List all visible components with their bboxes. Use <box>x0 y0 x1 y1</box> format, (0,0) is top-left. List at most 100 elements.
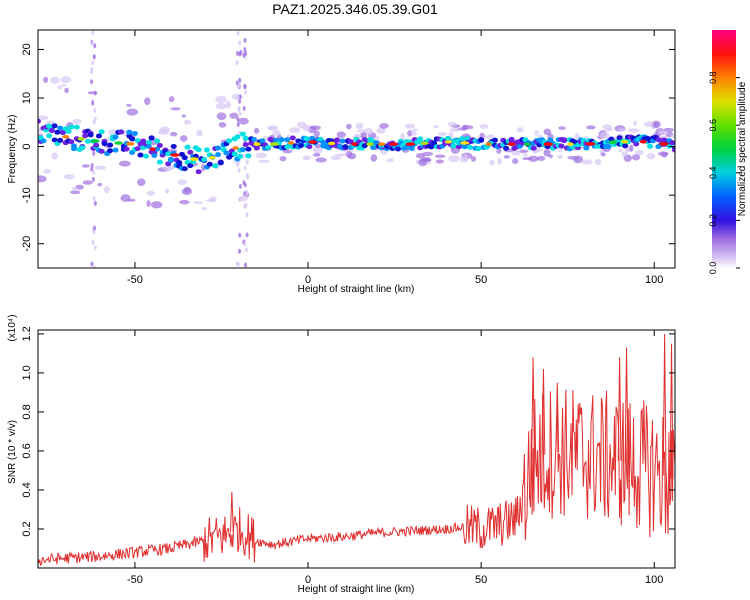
spectrogram-halo-mark <box>43 76 49 83</box>
spectrogram-frame <box>37 29 676 269</box>
spectrogram-band-mark <box>181 155 188 161</box>
spectrogram-band-mark <box>181 166 188 172</box>
spectrogram-band-mark <box>289 135 296 141</box>
spectrogram-streak-mark <box>245 172 249 178</box>
spectrogram-peak-mark <box>585 141 596 146</box>
spectrogram-halo-mark <box>183 186 191 193</box>
x-tick-label: 0 <box>305 274 311 286</box>
spectrogram-halo-mark <box>479 123 489 129</box>
spectrogram-band-mark <box>151 153 158 159</box>
spectrogram-streak-mark <box>244 247 248 253</box>
spectrogram-streak-mark <box>90 162 94 168</box>
spectrogram-halo-mark <box>599 131 610 140</box>
spectrogram-band-mark <box>342 144 349 150</box>
spectrogram-halo-mark <box>574 133 580 140</box>
spectrogram-band-mark <box>156 142 163 148</box>
spectrogram-band-mark <box>253 145 260 151</box>
colorbar-tick-label: 0.8 <box>708 71 718 84</box>
spectrogram-halo-mark <box>177 179 187 186</box>
spectrogram-streak-mark <box>237 84 241 90</box>
spectrogram-streak-mark <box>243 83 247 89</box>
spectrogram-halo-mark <box>386 158 394 163</box>
spectrogram-halo-mark <box>168 96 175 103</box>
spectrogram-band-mark <box>431 140 438 146</box>
spectrogram-halo-mark <box>511 149 521 156</box>
spectrogram-halo-mark <box>516 127 524 133</box>
spectrogram-streak-mark <box>236 121 240 127</box>
spectrogram-band-mark <box>129 136 136 142</box>
spectrogram-band-mark <box>170 143 177 149</box>
spectrogram-halo-mark <box>646 153 656 160</box>
spectrogram-halo-mark <box>315 157 327 163</box>
spectrogram-halo-mark <box>470 155 477 162</box>
spectrogram-halo-mark <box>196 129 203 137</box>
spectrogram-halo-mark <box>449 127 461 132</box>
spectrogram-band-mark <box>68 124 75 130</box>
spectrogram-streak-mark <box>243 90 247 96</box>
spectrogram-halo-mark <box>193 201 204 205</box>
spectrogram-band-mark <box>112 147 119 153</box>
spectrogram-band-mark <box>167 156 174 162</box>
spectrogram-peak-mark <box>658 142 669 146</box>
spectrogram-halo-mark <box>82 180 93 185</box>
spectrogram-halo-mark <box>448 155 460 163</box>
spectrogram-band-mark <box>467 144 474 150</box>
spectrogram-halo-mark <box>334 153 344 157</box>
spectrogram-band-mark <box>264 145 271 151</box>
y-tick-label: 10 <box>21 92 33 104</box>
spectrogram-halo-mark <box>64 87 69 94</box>
spectrogram-streak-mark <box>238 183 242 189</box>
spectrogram-band-mark <box>647 143 654 149</box>
spectrogram-band-mark <box>547 137 554 143</box>
x-tick-label: 0 <box>305 574 311 586</box>
spectrogram-streak-mark <box>90 79 94 85</box>
snr-panel: -50 0 50 100 0.2 0.4 0.6 0.8 1.0 1.2 Height of s… <box>7 314 676 595</box>
y-tick-label: 1.0 <box>21 365 33 380</box>
spectrogram-halo-mark <box>69 190 81 195</box>
spectrogram-peak-mark <box>90 139 100 143</box>
snr-background <box>38 330 675 568</box>
spectrogram-band-mark <box>82 133 89 139</box>
spectrogram-halo-mark <box>169 131 178 137</box>
spectrogram-band-mark <box>444 135 451 141</box>
spectrogram-halo-mark <box>605 127 613 132</box>
spectrogram-band-mark <box>475 146 482 152</box>
spectrogram-halo-mark <box>279 155 287 162</box>
spectrogram-halo-mark <box>150 201 163 209</box>
spectrogram-halo-mark <box>543 128 552 136</box>
spectrogram-peak-mark <box>608 140 618 144</box>
spectrogram-halo-mark <box>437 131 448 136</box>
spectrogram-peak-mark <box>420 141 429 146</box>
spectrogram-streak-mark <box>236 50 240 56</box>
spectrogram-halo-mark <box>407 130 413 137</box>
spectrogram-halo-mark <box>461 124 468 131</box>
spectrogram-halo-mark <box>146 200 151 207</box>
spectrogram-streak-mark <box>238 248 242 254</box>
spectrogram-halo-mark <box>71 186 77 191</box>
spectrogram-band-mark <box>134 146 141 152</box>
spectrogram-band-mark <box>145 144 152 150</box>
spectrogram-peak-mark <box>378 142 386 146</box>
spectrogram-band-mark <box>633 141 640 147</box>
snr-peak-mark <box>229 491 234 533</box>
spectrogram-streak-mark <box>236 95 240 101</box>
spectrogram-streak-mark <box>244 50 248 56</box>
spectrogram-streak-mark <box>93 225 97 231</box>
spectrogram-band-mark <box>57 125 64 131</box>
spectrogram-band-mark <box>558 143 565 149</box>
spectrogram-halo-mark <box>631 154 641 161</box>
spectrogram-halo-mark <box>170 107 181 111</box>
spectrogram-panel: -50 0 50 100 -20 -10 0 10 20 Height of straight… <box>7 29 676 295</box>
y-tick-label: 0.2 <box>21 521 33 536</box>
spectrogram-streak-mark <box>91 240 95 246</box>
spectrogram-halo-mark <box>268 126 277 131</box>
spectrogram-streak-mark <box>243 153 247 159</box>
spectrogram-halo-mark <box>229 112 239 119</box>
spectrogram-halo-mark <box>215 103 227 110</box>
snr-peak-mark <box>617 357 622 461</box>
spectrogram-streak-mark <box>244 202 248 208</box>
spectrogram-halo-mark <box>518 149 529 153</box>
colorbar-tick-label: 0.2 <box>708 214 718 227</box>
spectrogram-band-mark <box>65 128 72 134</box>
spectrogram-band-mark <box>71 143 78 149</box>
